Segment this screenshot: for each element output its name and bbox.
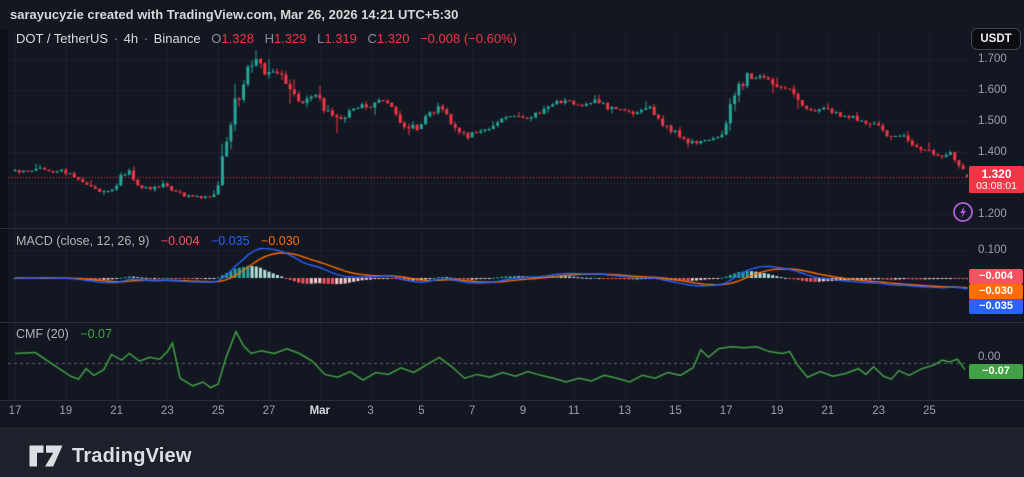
time-label: 17 (719, 405, 733, 417)
close-label: C (367, 31, 377, 46)
chart-left-gutter (0, 29, 8, 400)
attribution-bar: sarayucyzie created with TradingView.com… (0, 0, 1024, 29)
price-axis-label: 1.500 (978, 115, 1007, 127)
time-label: Mar (309, 405, 331, 417)
time-label: 3 (367, 405, 374, 417)
open-value: 1.328 (221, 31, 254, 46)
close-value: 1.320 (376, 31, 410, 46)
last-price-value: 1.320 (981, 167, 1012, 181)
symbol-legend: DOT / TetherUS · 4h · Binance O1.328 H1.… (16, 31, 517, 46)
pane-divider-macd-cmf[interactable] (0, 322, 1024, 323)
low-value: 1.319 (324, 31, 357, 46)
time-label: 11 (567, 405, 580, 417)
macd-legend: MACD (close, 12, 26, 9) −0.004 −0.035 −0… (16, 234, 300, 248)
cmf-legend: CMF (20) −0.07 (16, 327, 112, 341)
time-label: 25 (922, 405, 936, 417)
high-label: H (264, 31, 274, 46)
currency-button[interactable]: USDT (971, 28, 1021, 50)
price-axis-label: 1.700 (978, 53, 1007, 65)
pane-divider-time-axis (0, 400, 1024, 401)
time-label: 23 (160, 405, 174, 417)
time-axis[interactable]: 17 19 21 23 25 27 Mar 3 5 7 9 11 13 15 17 19 21 23 25 (0, 400, 1024, 425)
time-label: 13 (618, 405, 631, 417)
time-label: 23 (872, 405, 885, 417)
tradingview-logo-icon (29, 445, 63, 467)
price-axis[interactable]: USDT 1.700 1.600 1.500 1.400 1.200 1.320 03:… (953, 28, 1024, 400)
price-axis-label: 1.200 (978, 208, 1007, 220)
interval-label: 4h (123, 31, 139, 46)
time-label: 5 (418, 405, 425, 417)
time-label: 21 (110, 405, 123, 417)
macd-line-value: −0.035 (210, 234, 250, 248)
pane-divider-main-macd[interactable] (0, 228, 1024, 229)
last-price-label: 1.320 03:08:01 (969, 166, 1024, 193)
attribution-text: sarayucyzie created with TradingView.com… (10, 7, 459, 22)
open-label: O (211, 31, 222, 46)
cmf-zero-label: 0.00 (978, 351, 1001, 363)
macd-scale-box: −0.004 (969, 269, 1023, 284)
macd-scale-box: −0.035 (969, 299, 1023, 314)
macd-title: MACD (close, 12, 26, 9) (16, 234, 150, 248)
cmf-title: CMF (20) (16, 327, 69, 341)
change-value: −0.008 (−0.60%) (420, 31, 517, 46)
exchange-label: Binance (153, 31, 201, 46)
time-label: 9 (519, 405, 527, 417)
footer-bar: TradingView (0, 426, 1024, 477)
time-label: 17 (8, 405, 22, 417)
cmf-value: −0.07 (80, 327, 112, 341)
time-label: 19 (770, 405, 784, 417)
price-axis-label: 1.600 (978, 84, 1007, 96)
countdown-timer: 03:08:01 (976, 180, 1017, 192)
price-axis-label: 1.400 (978, 146, 1007, 158)
high-value: 1.329 (273, 31, 307, 46)
time-label: 19 (59, 405, 73, 417)
macd-scale-box: −0.030 (969, 284, 1023, 299)
time-label: 27 (262, 405, 276, 417)
chart-canvas[interactable] (8, 29, 968, 400)
time-label: 21 (821, 405, 835, 417)
tradingview-logo[interactable]: TradingView (28, 444, 192, 468)
macd-scale-label: 0.100 (978, 244, 1007, 256)
low-label: L (317, 31, 325, 46)
time-label: 7 (468, 405, 476, 417)
brand-name: TradingView (72, 444, 192, 467)
time-label: 15 (668, 405, 682, 417)
symbol-title: DOT / TetherUS (16, 31, 108, 46)
macd-hist-value: −0.004 (160, 234, 200, 248)
lightning-icon[interactable] (952, 201, 974, 223)
cmf-value-box: −0.07 (969, 364, 1023, 379)
time-label: 25 (211, 405, 225, 417)
macd-signal-value: −0.030 (261, 234, 300, 248)
